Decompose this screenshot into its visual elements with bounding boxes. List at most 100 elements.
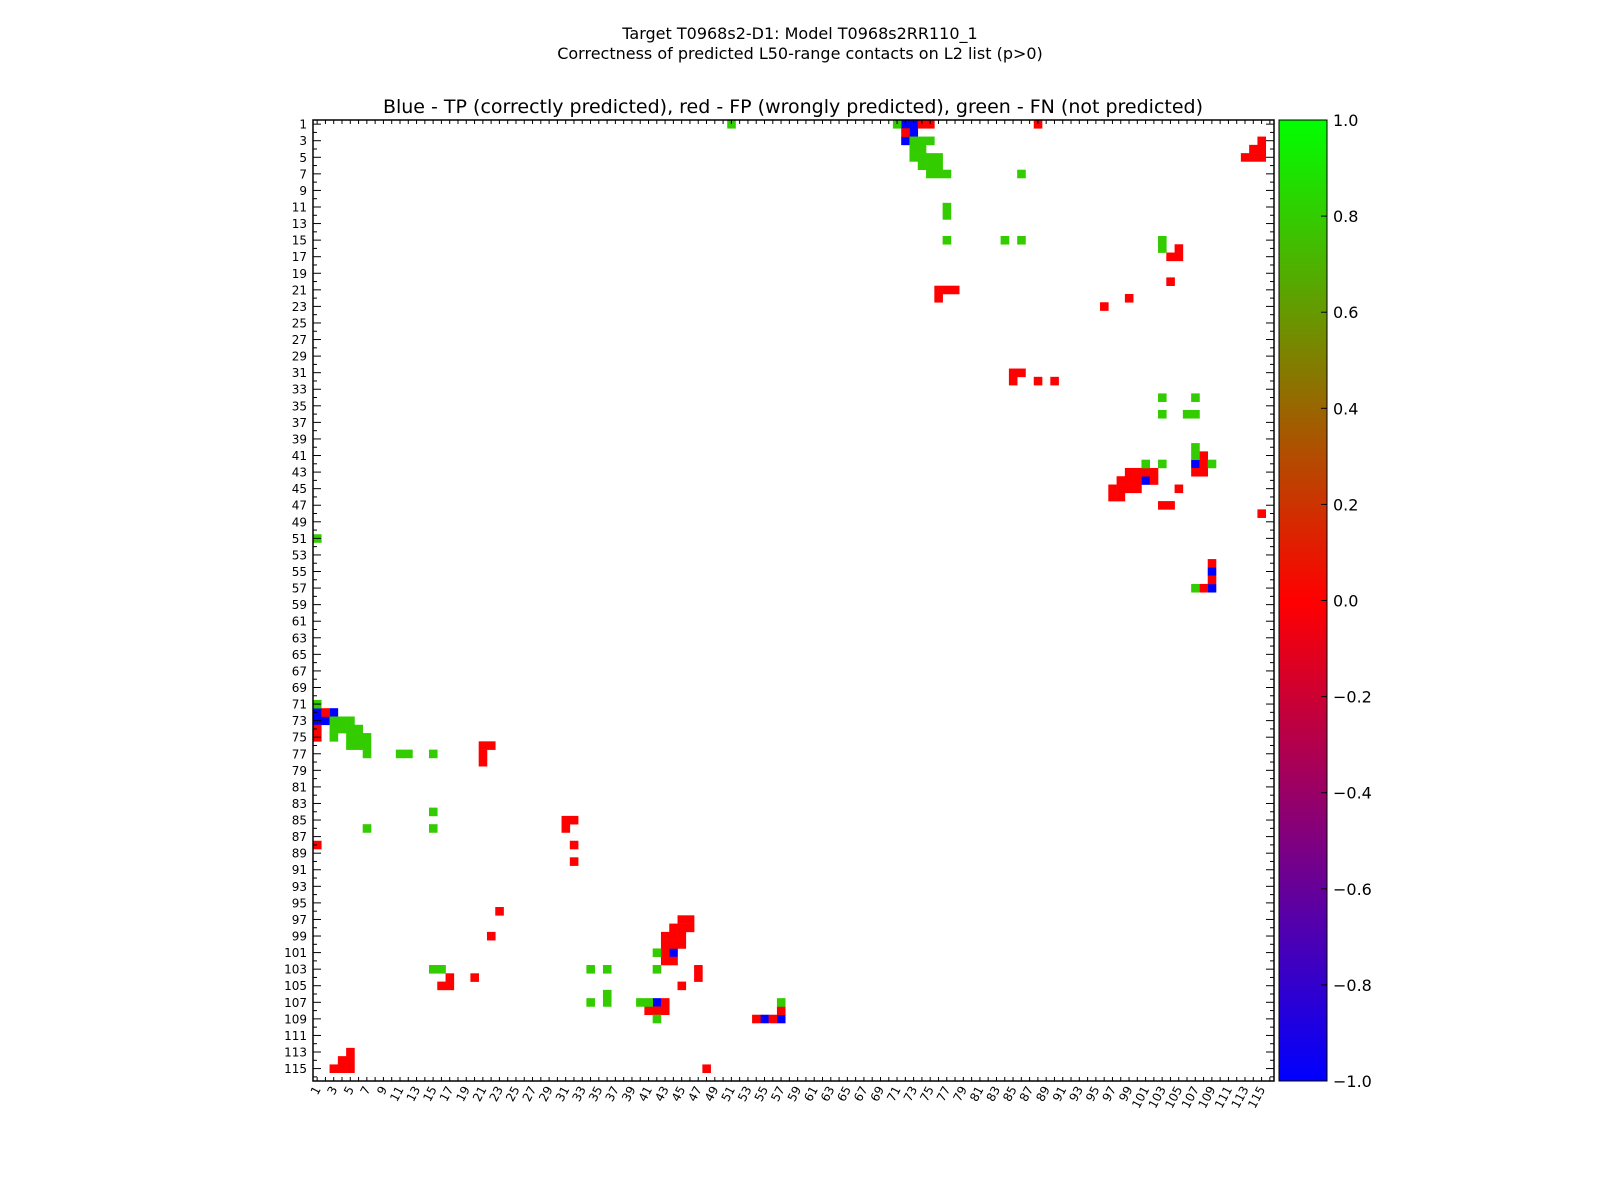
x-tick-label: 93 (1066, 1084, 1086, 1104)
y-tick-label: 31 (292, 366, 307, 380)
x-axis-tick-labels: 1 3 5 7 911131517192123252729313335373941434… (308, 1084, 1268, 1111)
contact-cell-fn (354, 724, 364, 734)
contact-cell-fp (1017, 368, 1026, 378)
x-tick-label: 67 (851, 1084, 871, 1104)
y-tick-label: 51 (292, 532, 307, 546)
contact-cell-fp (1199, 583, 1209, 593)
contact-cell-tp (909, 128, 919, 137)
contact-cell-fp (569, 840, 579, 850)
colorbar-tick-label: 0.2 (1333, 495, 1358, 514)
contact-cell-fn (329, 716, 339, 726)
contact-cell-fp (660, 940, 670, 949)
contact-cell-fp (926, 120, 935, 129)
y-tick-label: 7 (299, 167, 307, 181)
contact-cell-fn (602, 989, 612, 999)
contact-cell-fp (768, 1014, 778, 1024)
contact-cell-fp (669, 931, 678, 941)
contact-cell-fp (1133, 467, 1142, 477)
y-tick-label: 35 (292, 399, 307, 413)
y-tick-label: 29 (292, 350, 307, 364)
contact-cell-fp (1116, 476, 1126, 485)
contact-cell-fp (1149, 467, 1159, 477)
x-tick-label: 27 (520, 1084, 540, 1104)
contact-cell-fp (1033, 376, 1043, 386)
contact-cell-fp (346, 1056, 355, 1065)
y-tick-label: 5 (299, 151, 307, 165)
x-tick-label: 59 (785, 1084, 805, 1104)
contact-cell-fn (1158, 235, 1167, 245)
contact-cell-fp (901, 128, 910, 137)
y-tick-label: 89 (292, 847, 307, 861)
contact-cell-fn (1207, 459, 1217, 469)
x-tick-label: 15 (420, 1084, 440, 1104)
y-tick-label: 105 (284, 979, 307, 993)
x-tick-label: 51 (718, 1084, 738, 1104)
y-tick-label: 27 (292, 333, 307, 347)
contact-cell-tp (1207, 583, 1217, 593)
contact-cell-fp (1050, 376, 1059, 386)
x-tick-label: 89 (1033, 1084, 1053, 1104)
y-tick-label: 75 (292, 731, 307, 745)
y-tick-label: 13 (292, 217, 307, 231)
x-tick-label: 61 (801, 1084, 821, 1104)
contact-cell-fn (909, 144, 919, 154)
colorbar-tick-label: 0.4 (1333, 399, 1358, 418)
contact-cell-fn (926, 161, 935, 171)
x-tick-label: 99 (1116, 1084, 1136, 1104)
contact-cell-fp (694, 973, 703, 982)
y-tick-label: 61 (292, 615, 307, 629)
contact-cell-fp (1166, 277, 1175, 286)
contact-cell-fn (926, 169, 935, 179)
y-tick-label: 15 (292, 234, 307, 248)
y-tick-label: 11 (292, 200, 307, 214)
x-tick-label: 7 (358, 1084, 374, 1097)
contact-cell-fp (934, 285, 943, 295)
contact-cell-fn (602, 965, 612, 974)
contact-cell-fp (1100, 302, 1109, 311)
contact-cell-fn (428, 807, 438, 817)
contact-cell-fn (1191, 393, 1200, 402)
contact-cell-fn (337, 724, 347, 734)
contact-cell-fp (1257, 144, 1267, 154)
contact-cells (313, 120, 1267, 1074)
contact-cell-fp (1166, 501, 1175, 510)
contact-cell-fn (942, 169, 952, 179)
y-tick-label: 45 (292, 482, 307, 496)
y-tick-label: 101 (284, 946, 307, 960)
x-tick-label: 55 (752, 1084, 772, 1104)
contact-cell-fn (602, 998, 612, 1007)
contact-cell-fn (942, 235, 952, 245)
y-tick-label: 77 (292, 747, 307, 761)
contact-cell-fp (1124, 476, 1134, 485)
contact-cell-fp (478, 757, 488, 767)
contact-cell-tp (901, 136, 910, 146)
y-tick-label: 85 (292, 814, 307, 828)
contact-cell-fn (934, 169, 943, 179)
contact-cell-fp (1207, 559, 1217, 568)
contact-cell-fn (917, 161, 927, 171)
contact-cell-fp (1116, 484, 1126, 494)
contact-cell-fp (1133, 484, 1142, 494)
contact-cell-fp (569, 857, 579, 866)
contact-cell-fn (437, 965, 446, 974)
colorbar-tick-label: −1.0 (1333, 1072, 1372, 1091)
y-tick-label: 47 (292, 499, 307, 513)
x-tick-label: 19 (453, 1084, 473, 1104)
y-tick-label: 17 (292, 250, 307, 264)
contact-cell-fp (702, 1064, 711, 1074)
contact-cell-fn (1141, 459, 1151, 469)
contact-cell-fp (346, 1047, 355, 1057)
contact-cell-fn (362, 733, 372, 742)
axis-ticks (313, 120, 1274, 1081)
y-tick-label: 71 (292, 698, 307, 712)
contact-cell-fn (727, 120, 736, 129)
y-tick-label: 41 (292, 449, 307, 463)
contact-cell-fp (486, 741, 496, 750)
y-tick-label: 83 (292, 797, 307, 811)
contact-cell-fn (1158, 409, 1167, 419)
contact-cell-tp (329, 708, 339, 717)
y-tick-label: 91 (292, 863, 307, 877)
contact-cell-fp (677, 981, 687, 991)
y-tick-label: 33 (292, 383, 307, 397)
contact-cell-fp (1240, 153, 1250, 162)
